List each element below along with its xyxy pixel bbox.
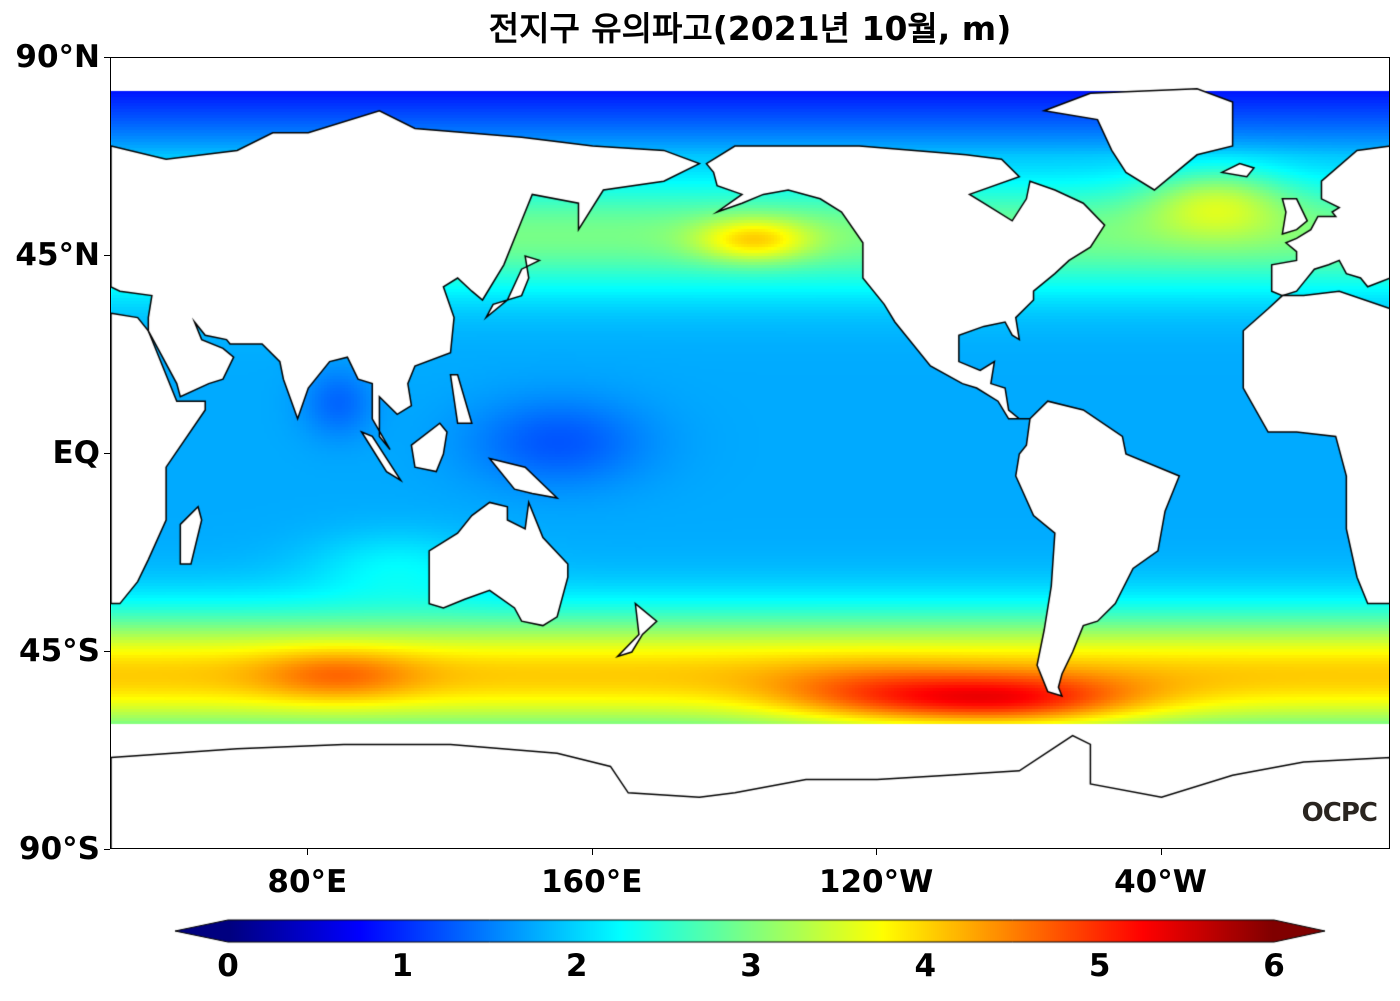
lon-tick: [876, 849, 878, 855]
lat-tick-label: 90°N: [15, 39, 100, 75]
lon-tick-label: 40°W: [1114, 864, 1207, 900]
lon-tick-label: 80°E: [267, 864, 348, 900]
lat-tick-label: 90°S: [19, 831, 100, 867]
lon-tick: [307, 849, 309, 855]
lat-tick-label: 45°N: [15, 237, 100, 273]
map-title: 전지구 유의파고(2021년 10월, m): [488, 9, 1012, 48]
lat-tick-label: EQ: [52, 435, 100, 471]
colorbar-tick-label: 2: [565, 948, 588, 984]
lat-tick: [104, 651, 110, 652]
colorbar-tick-label: 4: [914, 948, 937, 984]
lat-tick: [104, 255, 110, 256]
lat-tick: [104, 849, 110, 850]
colorbar: [0, 900, 1400, 960]
lon-tick: [1160, 849, 1162, 855]
lat-tick-label: 45°S: [19, 633, 100, 669]
ocpc-logo: OCPC: [1301, 798, 1378, 828]
lat-tick: [104, 57, 110, 58]
lon-tick-label: 160°E: [540, 864, 643, 900]
lon-tick: [591, 849, 593, 855]
colorbar-tick-label: 0: [217, 948, 239, 984]
wave-height-map: OCPC: [110, 57, 1390, 849]
colorbar-tick-label: 3: [740, 948, 762, 984]
lat-tick: [104, 453, 110, 454]
colorbar-tick-label: 1: [391, 948, 414, 984]
colorbar-tick-label: 5: [1088, 948, 1111, 984]
wave-height-field: [111, 58, 1389, 848]
colorbar-tick-label: 6: [1263, 948, 1285, 984]
lon-tick-label: 120°W: [818, 864, 934, 900]
